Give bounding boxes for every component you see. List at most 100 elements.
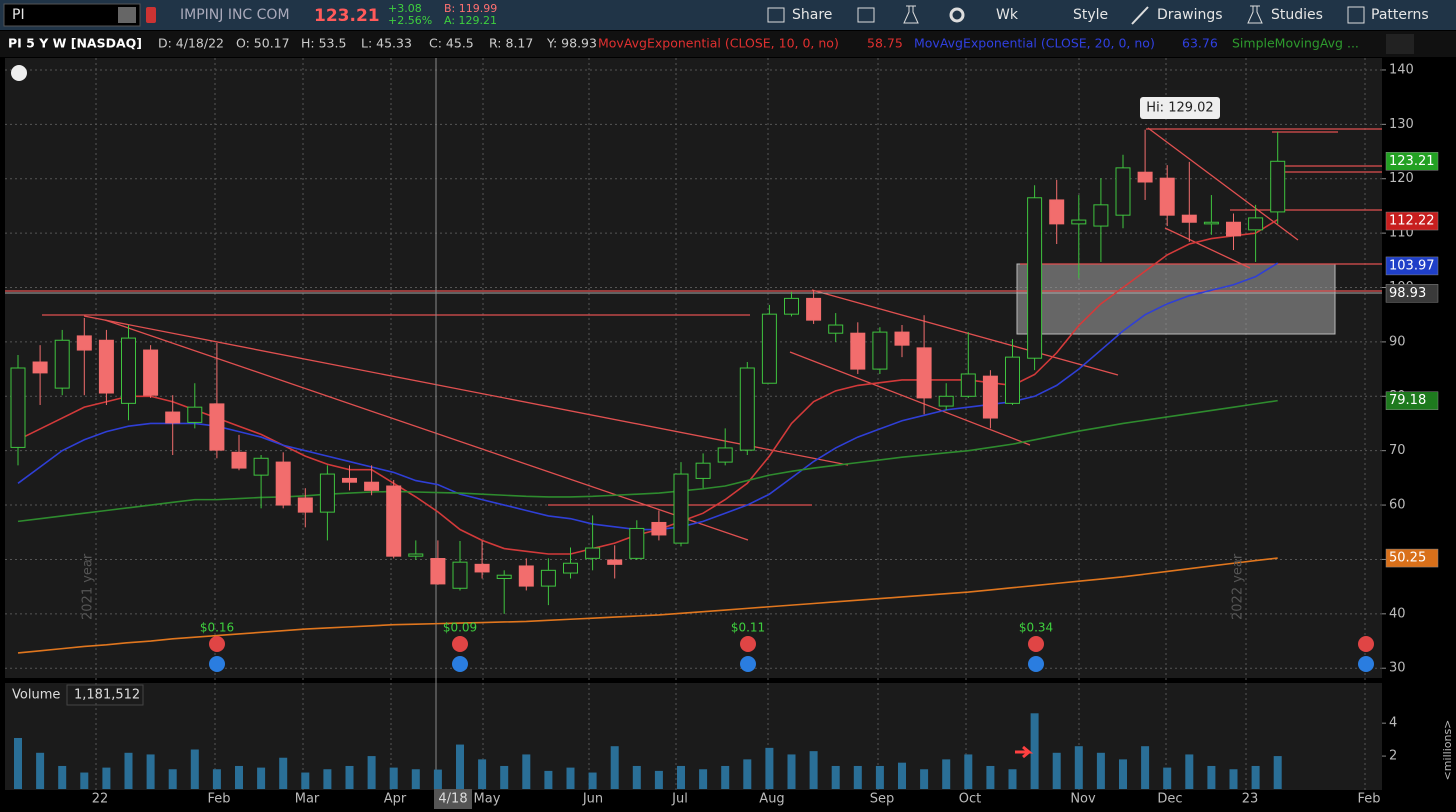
info-icon[interactable]: [740, 656, 756, 672]
drawings-button[interactable]: Drawings: [1157, 7, 1223, 23]
symbol-box[interactable]: [3, 3, 141, 27]
volume-bar: [1207, 765, 1216, 789]
drawings-icon[interactable]: [1131, 6, 1149, 25]
symbol-dropdown[interactable]: [118, 7, 136, 23]
price-tag-label: 50.25: [1389, 551, 1426, 566]
x-tick-label: Mar: [295, 792, 320, 807]
candle-body: [585, 547, 601, 559]
earnings-icon[interactable]: [1028, 636, 1044, 652]
volume-bar: [456, 744, 464, 789]
studies-button[interactable]: Studies: [1271, 7, 1323, 23]
dividend-label[interactable]: $0.34: [1019, 621, 1053, 635]
candle-body: [209, 403, 225, 451]
volume-bar: [389, 767, 398, 789]
candle-body: [1005, 356, 1020, 404]
volume-title: Volume: [12, 688, 60, 703]
trend-line: [811, 289, 1119, 376]
x-tick-label: Oct: [959, 792, 981, 807]
study-value: 58.75: [867, 36, 903, 51]
candle-body: [938, 395, 954, 407]
style-button[interactable]: Style: [1073, 7, 1108, 23]
volume-bar: [1251, 765, 1260, 789]
candle-body: [850, 332, 866, 370]
volume-bar: [190, 749, 199, 789]
price-panel: [5, 58, 1382, 678]
x-tick-label: Feb: [1357, 792, 1380, 807]
dividend-label[interactable]: $0.16: [200, 621, 234, 635]
candle-body: [452, 561, 468, 589]
volume-bar: [478, 759, 487, 789]
y-tick-label: 60: [1389, 498, 1406, 513]
earnings-icon[interactable]: [452, 636, 468, 652]
patterns-button[interactable]: Patterns: [1371, 7, 1429, 23]
last-price: 123.21: [314, 6, 380, 26]
info-icon[interactable]: [1028, 656, 1044, 672]
year-label: 2022 year: [1231, 553, 1246, 620]
earnings-icon[interactable]: [1358, 636, 1374, 652]
settings-icon[interactable]: [949, 7, 965, 23]
candle-body: [651, 521, 667, 536]
ohlc-field: D: 4/18/22: [158, 36, 224, 51]
volume-arrow: [1015, 745, 1034, 759]
price-tag: [1385, 284, 1439, 303]
grid-icon[interactable]: [857, 7, 875, 23]
candle-body: [960, 373, 976, 397]
volume-bar: [831, 765, 840, 789]
x-tick-label: Nov: [1070, 792, 1096, 807]
volume-value: 1,181,512: [74, 688, 140, 703]
candle-body: [607, 559, 623, 565]
patterns-icon[interactable]: [1347, 6, 1365, 24]
volume-bar: [875, 765, 884, 789]
candle-body: [518, 565, 534, 587]
trend-line: [1147, 127, 1299, 241]
price-tag-label: 98.93: [1389, 286, 1426, 301]
candle-body: [784, 297, 799, 315]
candle-body: [54, 339, 70, 389]
x-tick-label: Feb: [207, 792, 230, 807]
candle-body: [629, 527, 645, 559]
ohlc-field: Y: 98.93: [546, 36, 597, 51]
dividend-label[interactable]: $0.09: [443, 621, 477, 635]
volume-bar: [433, 769, 442, 789]
lab-icon[interactable]: [903, 5, 919, 24]
alert-icon[interactable]: [11, 65, 27, 81]
candle-body: [386, 485, 402, 557]
chart-title: PI 5 Y W [NASDAQ]: [8, 36, 142, 51]
dividend-label[interactable]: $0.11: [731, 621, 765, 635]
earnings-icon[interactable]: [740, 636, 756, 652]
price-tag: [1385, 211, 1439, 231]
volume-bar: [522, 754, 531, 789]
candle-body: [1203, 221, 1219, 225]
aggregation-button[interactable]: Wk: [996, 7, 1019, 23]
y-tick-label: 70: [1389, 443, 1406, 458]
candle-body: [717, 447, 733, 463]
price-tag: [1385, 548, 1439, 568]
volume-bar: [721, 765, 730, 789]
link-icon[interactable]: [146, 7, 156, 23]
share-button[interactable]: Share: [792, 7, 832, 23]
info-icon[interactable]: [1358, 656, 1374, 672]
earnings-icon[interactable]: [209, 636, 225, 652]
toolbar-bg: [0, 0, 1456, 30]
volume-bar: [1074, 746, 1083, 789]
volume-bar: [279, 757, 288, 789]
trend-line: [789, 351, 1031, 446]
candle-body: [253, 457, 269, 476]
candle-body: [1093, 204, 1109, 227]
study-value: 63.76: [1182, 36, 1218, 51]
candle-body: [364, 481, 380, 491]
candle-body: [342, 477, 357, 483]
drawing-tool-icon[interactable]: [1386, 34, 1414, 54]
ohlc-field: C: 45.5: [429, 36, 474, 51]
candle-body: [1181, 214, 1197, 223]
moving-average-line: [17, 262, 1279, 531]
volume-tick-label: 2: [1389, 749, 1397, 764]
candle-body: [165, 411, 181, 424]
volume-box: [66, 684, 144, 706]
share-icon[interactable]: [767, 7, 785, 23]
info-icon[interactable]: [452, 656, 468, 672]
candle-body: [231, 451, 247, 469]
price-tag: [1385, 256, 1439, 276]
studies-icon[interactable]: [1247, 5, 1263, 24]
info-icon[interactable]: [209, 656, 225, 672]
